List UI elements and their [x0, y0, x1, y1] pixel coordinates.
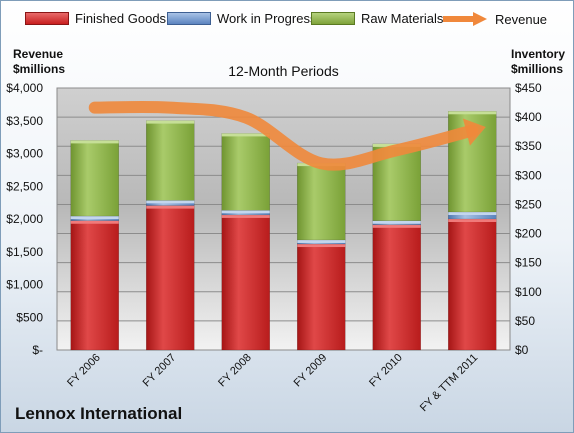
bar-work-in-progress-top — [70, 216, 119, 220]
legend-swatch-finished-goods — [25, 12, 69, 25]
right-tick-label: $250 — [515, 197, 542, 211]
legend-work-in-progress: Work in Progress — [167, 11, 316, 26]
right-axis-title-line2: $millions — [511, 62, 564, 76]
right-tick-label: $0 — [515, 343, 529, 357]
left-tick-label: $3,500 — [6, 114, 43, 128]
right-axis-title: Inventory $millions — [511, 47, 565, 77]
company-name: Lennox International — [15, 404, 183, 423]
bar-finished-goods-top — [372, 224, 421, 228]
bar-finished-goods — [70, 220, 119, 351]
bar-work-in-progress-top — [221, 210, 270, 214]
x-tick-label: FY 2010 — [367, 352, 405, 390]
legend-label-revenue: Revenue — [495, 11, 548, 27]
bar-finished-goods — [372, 224, 421, 351]
right-axis-title-line1: Inventory — [511, 47, 566, 61]
bar-finished-goods-top — [146, 205, 195, 209]
bar-raw-materials — [146, 120, 195, 201]
left-tick-label: $4,000 — [6, 81, 43, 95]
bar-work-in-progress-top — [448, 212, 497, 216]
bar-work-in-progress-top — [297, 239, 346, 243]
bar-finished-goods-top — [70, 220, 119, 224]
right-tick-label: $200 — [515, 227, 542, 241]
left-tick-label: $2,000 — [6, 212, 43, 226]
revenue-line — [88, 100, 479, 171]
bar-raw-materials-top — [221, 133, 270, 137]
bar-finished-goods — [448, 218, 497, 351]
bar-work-in-progress-top — [372, 220, 421, 224]
x-tick-label: FY & TTM 2011 — [418, 352, 481, 415]
left-axis-title-line1: Revenue — [13, 47, 64, 61]
bar-finished-goods-top — [297, 244, 346, 248]
left-axis-title-line2: $millions — [13, 62, 66, 76]
left-tick-label: $- — [32, 343, 43, 357]
bar-raw-materials-top — [448, 111, 497, 115]
left-tick-label: $500 — [16, 310, 43, 324]
bar-raw-materials — [221, 133, 270, 211]
bar-finished-goods — [146, 205, 195, 351]
bar-finished-goods-top — [448, 219, 497, 222]
right-tick-label: $100 — [515, 285, 542, 299]
x-tick-label: FY 2007 — [141, 352, 179, 390]
right-tick-label: $300 — [515, 168, 542, 182]
legend-revenue: Revenue — [441, 11, 547, 27]
left-tick-label: $2,500 — [6, 179, 43, 193]
left-tick-label: $1,000 — [6, 278, 43, 292]
legend-label-work-in-progress: Work in Progress — [217, 11, 317, 26]
legend-label-finished-goods: Finished Goods — [75, 11, 167, 26]
bar-work-in-progress-top — [146, 200, 195, 204]
bar-finished-goods — [297, 243, 346, 351]
left-tick-label: $3,000 — [6, 147, 43, 161]
legend-arrow-icon — [443, 12, 487, 26]
left-axis-title: Revenue $millions — [13, 47, 65, 77]
right-tick-label: $400 — [515, 110, 542, 124]
bar-raw-materials-top — [146, 120, 195, 124]
plot-area — [56, 87, 511, 351]
right-tick-label: $50 — [515, 314, 535, 328]
legend-swatch-raw-materials — [311, 12, 355, 25]
legend-label-raw-materials: Raw Materials — [361, 11, 444, 26]
x-tick-label: FY 2009 — [292, 352, 330, 390]
legend: Finished Goods Work in Progress Raw Mate… — [1, 11, 573, 31]
right-tick-label: $450 — [515, 81, 542, 95]
bar-raw-materials-top — [70, 140, 119, 144]
right-tick-label: $350 — [515, 139, 542, 153]
bar-finished-goods — [221, 214, 270, 351]
bar-raw-materials — [297, 162, 346, 241]
revenue-arrowhead — [462, 118, 486, 146]
legend-raw-materials: Raw Materials — [311, 11, 443, 26]
legend-finished-goods: Finished Goods — [25, 11, 166, 26]
chart-title: 12-Month Periods — [228, 63, 339, 79]
bar-raw-materials — [70, 140, 119, 217]
x-tick-label: FY 2008 — [216, 352, 254, 390]
left-tick-label: $1,500 — [6, 245, 43, 259]
right-tick-label: $150 — [515, 256, 542, 270]
x-tick-label: FY 2006 — [65, 352, 103, 390]
bar-finished-goods-top — [221, 214, 270, 218]
legend-swatch-work-in-progress — [167, 12, 211, 25]
